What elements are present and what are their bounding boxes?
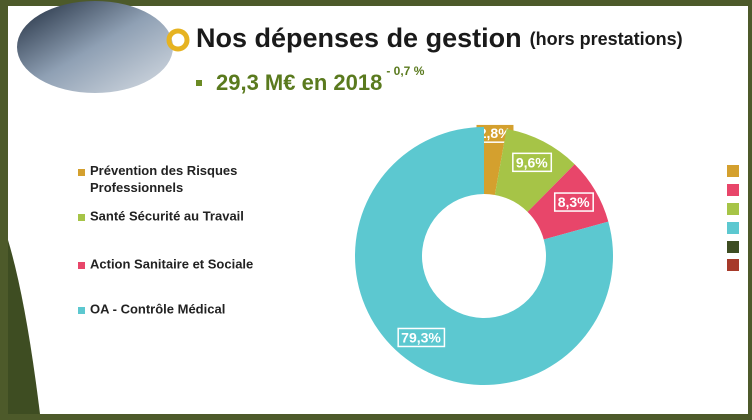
legend-swatch bbox=[78, 262, 85, 269]
subtitle: 29,3 M€ en 2018 - 0,7 % bbox=[216, 64, 425, 95]
legend-line: Prévention des Risques bbox=[90, 163, 237, 178]
legend-label: Prévention des Risques Professionnels bbox=[90, 163, 237, 195]
value-label: 79,3% bbox=[401, 329, 441, 345]
legend-swatch bbox=[78, 307, 85, 314]
header-photo bbox=[17, 1, 173, 93]
swatch bbox=[727, 184, 739, 196]
title: Nos dépenses de gestion (hors prestations… bbox=[196, 23, 683, 53]
decor-stripe bbox=[8, 240, 40, 414]
value-label-box bbox=[553, 192, 594, 212]
swatch bbox=[727, 241, 739, 253]
swatch bbox=[727, 165, 739, 177]
title-note: (hors prestations) bbox=[530, 29, 683, 49]
subtitle-note: - 0,7 % bbox=[386, 64, 424, 78]
donut-slice bbox=[355, 127, 614, 385]
value-label: 2,8% bbox=[479, 125, 511, 141]
swatch bbox=[727, 259, 739, 271]
title-main: Nos dépenses de gestion bbox=[196, 23, 522, 53]
legend-label: OA - Contrôle Médical bbox=[90, 301, 225, 316]
bullet bbox=[196, 80, 202, 86]
value-label-box bbox=[397, 327, 446, 348]
title-icon bbox=[166, 28, 190, 52]
subtitle-main: 29,3 M€ en 2018 bbox=[216, 70, 382, 95]
legend-swatch bbox=[78, 214, 85, 221]
side-legend-swatches bbox=[727, 165, 739, 271]
legend-line: Professionnels bbox=[90, 180, 183, 195]
value-label: 8,3% bbox=[558, 194, 590, 210]
swatch bbox=[727, 203, 739, 215]
legend-swatch bbox=[78, 169, 85, 176]
value-label-box bbox=[512, 152, 553, 173]
swatch bbox=[727, 222, 739, 234]
value-label: 9,6% bbox=[516, 154, 548, 170]
donut-slice bbox=[484, 127, 507, 195]
legend-label: Santé Sécurité au Travail bbox=[90, 208, 244, 223]
legend-label: Action Sanitaire et Sociale bbox=[90, 256, 253, 271]
